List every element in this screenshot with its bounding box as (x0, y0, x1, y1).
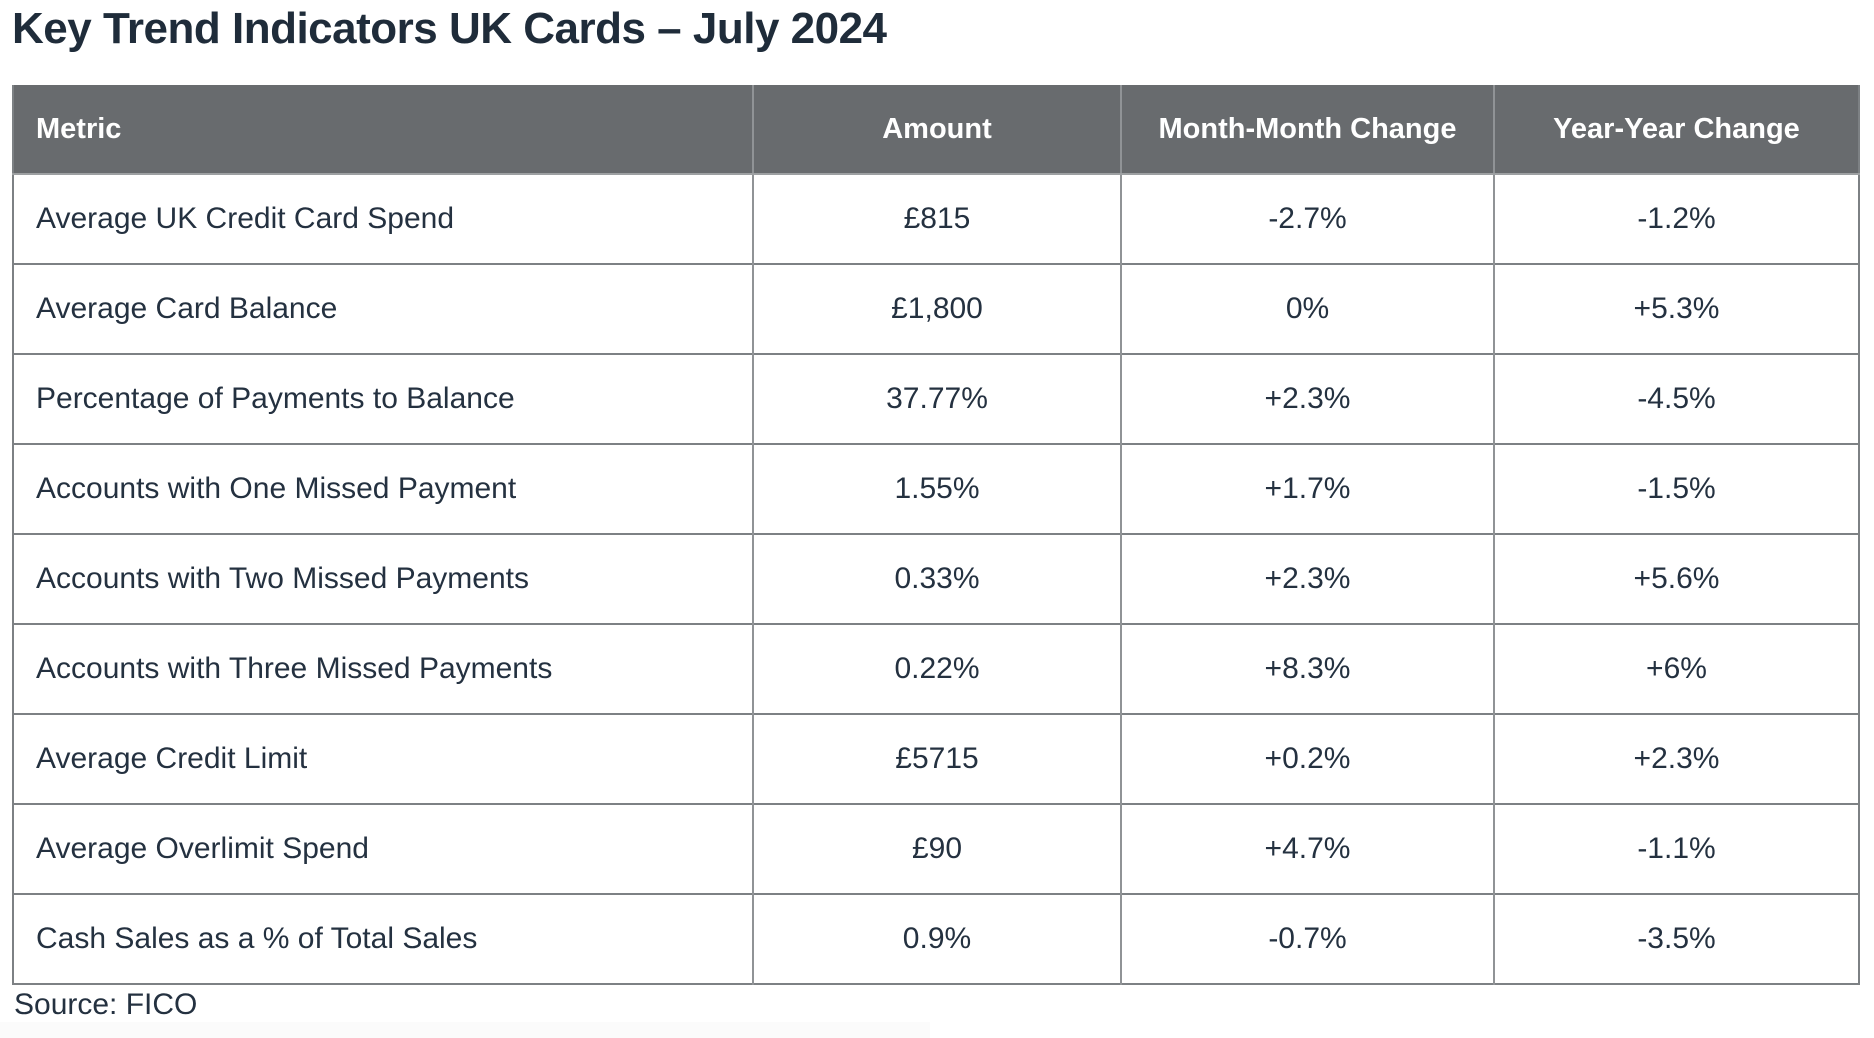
amount-cell: 0.33% (753, 533, 1122, 624)
amount-cell: £90 (753, 803, 1122, 894)
table-row: Cash Sales as a % of Total Sales 0.9% -0… (13, 893, 1859, 984)
yoy-change-cell: +5.6% (1494, 533, 1859, 624)
key-trend-indicators-table: Metric Amount Month-Month Change Year-Ye… (12, 85, 1860, 985)
mom-change-cell: +0.2% (1121, 713, 1495, 804)
metric-cell: Average UK Credit Card Spend (13, 174, 754, 264)
table-row: Average Credit Limit £5715 +0.2% +2.3% (13, 713, 1859, 804)
mom-change-cell: +8.3% (1121, 623, 1495, 714)
column-header-month-month-change: Month-Month Change (1121, 85, 1495, 175)
metric-cell: Accounts with Three Missed Payments (13, 623, 754, 714)
source-note: Source: FICO (14, 988, 198, 1021)
table-row: Accounts with Three Missed Payments 0.22… (13, 623, 1859, 714)
table-row: Accounts with One Missed Payment 1.55% +… (13, 443, 1859, 534)
yoy-change-cell: -1.1% (1494, 803, 1859, 894)
metric-cell: Average Credit Limit (13, 713, 754, 804)
mom-change-cell: -2.7% (1121, 174, 1495, 264)
column-header-amount: Amount (753, 85, 1122, 175)
amount-cell: 0.22% (753, 623, 1122, 714)
yoy-change-cell: +2.3% (1494, 713, 1859, 804)
yoy-change-cell: +5.3% (1494, 263, 1859, 354)
metric-cell: Percentage of Payments to Balance (13, 353, 754, 444)
mom-change-cell: +2.3% (1121, 353, 1495, 444)
table-row: Percentage of Payments to Balance 37.77%… (13, 353, 1859, 444)
mom-change-cell: 0% (1121, 263, 1495, 354)
yoy-change-cell: +6% (1494, 623, 1859, 714)
mom-change-cell: +1.7% (1121, 443, 1495, 534)
header-row: Metric Amount Month-Month Change Year-Ye… (13, 85, 1859, 175)
amount-cell: £1,800 (753, 263, 1122, 354)
amount-cell: £815 (753, 174, 1122, 264)
metric-cell: Accounts with One Missed Payment (13, 443, 754, 534)
amount-cell: 0.9% (753, 893, 1122, 984)
amount-cell: £5715 (753, 713, 1122, 804)
yoy-change-cell: -1.5% (1494, 443, 1859, 534)
yoy-change-cell: -4.5% (1494, 353, 1859, 444)
column-header-year-year-change: Year-Year Change (1494, 85, 1859, 175)
yoy-change-cell: -3.5% (1494, 893, 1859, 984)
metric-cell: Average Overlimit Spend (13, 803, 754, 894)
metric-cell: Average Card Balance (13, 263, 754, 354)
table-row: Average Card Balance £1,800 0% +5.3% (13, 263, 1859, 354)
mom-change-cell: +4.7% (1121, 803, 1495, 894)
page-title: Key Trend Indicators UK Cards – July 202… (12, 4, 887, 53)
metric-cell: Accounts with Two Missed Payments (13, 533, 754, 624)
amount-cell: 1.55% (753, 443, 1122, 534)
mom-change-cell: -0.7% (1121, 893, 1495, 984)
table-row: Accounts with Two Missed Payments 0.33% … (13, 533, 1859, 624)
amount-cell: 37.77% (753, 353, 1122, 444)
metric-cell: Cash Sales as a % of Total Sales (13, 893, 754, 984)
mom-change-cell: +2.3% (1121, 533, 1495, 624)
yoy-change-cell: -1.2% (1494, 174, 1859, 264)
column-header-metric: Metric (13, 85, 754, 175)
table-row: Average Overlimit Spend £90 +4.7% -1.1% (13, 803, 1859, 894)
table-row: Average UK Credit Card Spend £815 -2.7% … (13, 174, 1859, 264)
bottom-strip (0, 1022, 930, 1038)
